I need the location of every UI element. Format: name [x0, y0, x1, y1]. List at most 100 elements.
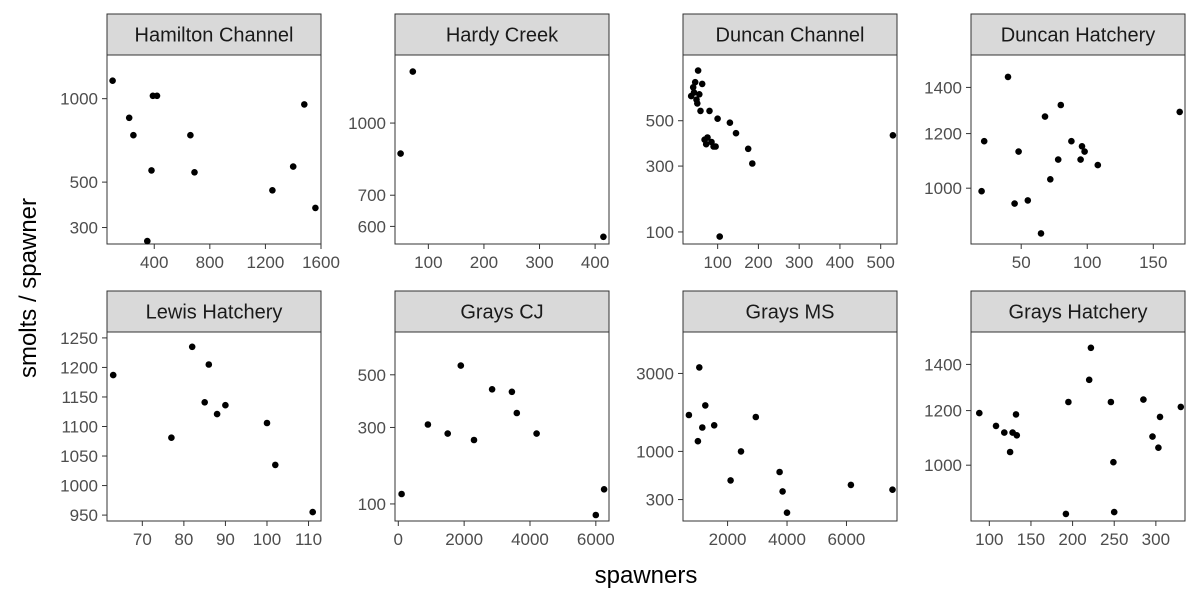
y-tick-label: 300 — [358, 418, 386, 437]
panel-border — [682, 331, 898, 522]
data-point — [690, 89, 698, 96]
panel-border — [106, 54, 322, 245]
data-point — [205, 361, 213, 368]
data-point — [1094, 161, 1102, 169]
data-point — [1107, 398, 1115, 406]
data-point — [694, 67, 702, 74]
data-point — [1011, 200, 1018, 207]
y-tick-label: 1200 — [924, 402, 962, 421]
data-point — [702, 140, 710, 148]
y-tick-label: 1000 — [348, 114, 386, 133]
facet-strip — [394, 290, 610, 333]
data-point — [698, 80, 706, 88]
facet-panel: Duncan Channel 100 200 300 400 500 100 300 500 — [646, 13, 898, 272]
data-point — [1006, 448, 1014, 456]
x-tick-label: 70 — [133, 530, 152, 549]
x-tick-label: 90 — [216, 530, 235, 549]
data-point — [694, 437, 702, 445]
x-tick-label: 800 — [196, 253, 224, 272]
data-point — [712, 143, 719, 150]
data-point — [783, 509, 791, 516]
facet-strip — [970, 290, 1186, 333]
y-tick-label: 1000 — [924, 456, 962, 475]
data-point — [710, 422, 718, 429]
x-tick-label: 1600 — [302, 253, 340, 272]
data-point — [737, 448, 745, 455]
facet-title: Duncan Hatchery — [1001, 25, 1156, 47]
data-point — [1013, 432, 1021, 439]
x-tick-label: 6000 — [577, 530, 615, 549]
data-point — [697, 107, 704, 115]
x-tick-label: 150 — [1139, 253, 1167, 272]
x-tick-label: 300 — [1142, 530, 1170, 549]
x-tick-label: 2000 — [709, 530, 747, 549]
y-tick-label: 1000 — [60, 90, 98, 109]
data-point — [457, 362, 465, 369]
data-point — [978, 187, 985, 195]
facet-strip — [106, 13, 322, 56]
data-point — [188, 343, 196, 351]
data-point — [685, 411, 693, 419]
data-point — [1077, 156, 1084, 163]
x-tick-label: 50 — [1012, 253, 1031, 272]
data-point — [689, 84, 697, 91]
y-tick-label: 1000 — [636, 442, 674, 461]
x-tick-label: 300 — [785, 253, 813, 272]
data-point — [312, 204, 319, 212]
data-point — [1065, 398, 1072, 406]
facet-title: Hamilton Channel — [135, 25, 294, 47]
data-point — [716, 233, 723, 240]
facet-strip — [106, 290, 322, 333]
y-tick-label: 100 — [358, 495, 386, 514]
facet-title: Hardy Creek — [446, 25, 559, 47]
data-point — [704, 134, 711, 141]
x-tick-label: 100 — [414, 253, 442, 272]
data-point — [694, 100, 701, 107]
data-point — [726, 119, 734, 126]
data-point — [269, 187, 276, 194]
x-tick-label: 100 — [253, 530, 281, 549]
data-point — [1012, 411, 1020, 418]
data-point — [1155, 444, 1162, 452]
data-point — [398, 490, 405, 498]
y-tick-label: 300 — [70, 219, 98, 238]
y-tick-label: 600 — [358, 217, 386, 236]
panel-border — [394, 54, 610, 245]
data-point — [1110, 458, 1117, 466]
data-point — [776, 468, 783, 476]
y-tick-label: 500 — [70, 173, 98, 192]
data-point — [1156, 413, 1164, 421]
facet-title: Grays Hatchery — [1009, 302, 1148, 324]
data-point — [1004, 73, 1012, 81]
data-point — [533, 430, 540, 437]
x-tick-label: 2000 — [445, 530, 483, 549]
data-point — [1081, 148, 1088, 155]
data-point — [125, 114, 133, 122]
data-point — [309, 508, 317, 516]
data-point — [272, 461, 279, 469]
x-tick-label: 200 — [744, 253, 772, 272]
y-tick-label: 1200 — [60, 358, 98, 377]
data-point — [1087, 344, 1095, 352]
facet-title: Lewis Hatchery — [146, 302, 283, 324]
data-point — [470, 436, 478, 444]
data-point — [508, 388, 516, 396]
data-point — [409, 68, 417, 75]
data-point — [213, 410, 221, 418]
y-tick-label: 1100 — [61, 418, 98, 437]
data-point — [109, 371, 117, 379]
data-point — [1001, 429, 1008, 436]
data-point — [1085, 376, 1093, 384]
facet-panel: Lewis Hatchery 70 80 90 100 110 950 1000 1050 110… — [60, 290, 322, 549]
panel-border — [682, 54, 898, 245]
data-point — [191, 169, 198, 176]
data-point — [1054, 156, 1062, 163]
data-point — [1177, 403, 1185, 411]
data-point — [600, 233, 607, 241]
y-tick-label: 100 — [646, 223, 674, 242]
x-tick-label: 1200 — [247, 253, 285, 272]
y-tick-label: 1000 — [60, 477, 98, 496]
facet-panel: Grays CJ 0 2000 4000 6000 100 300 500 — [358, 290, 615, 549]
panel-border — [394, 331, 610, 522]
